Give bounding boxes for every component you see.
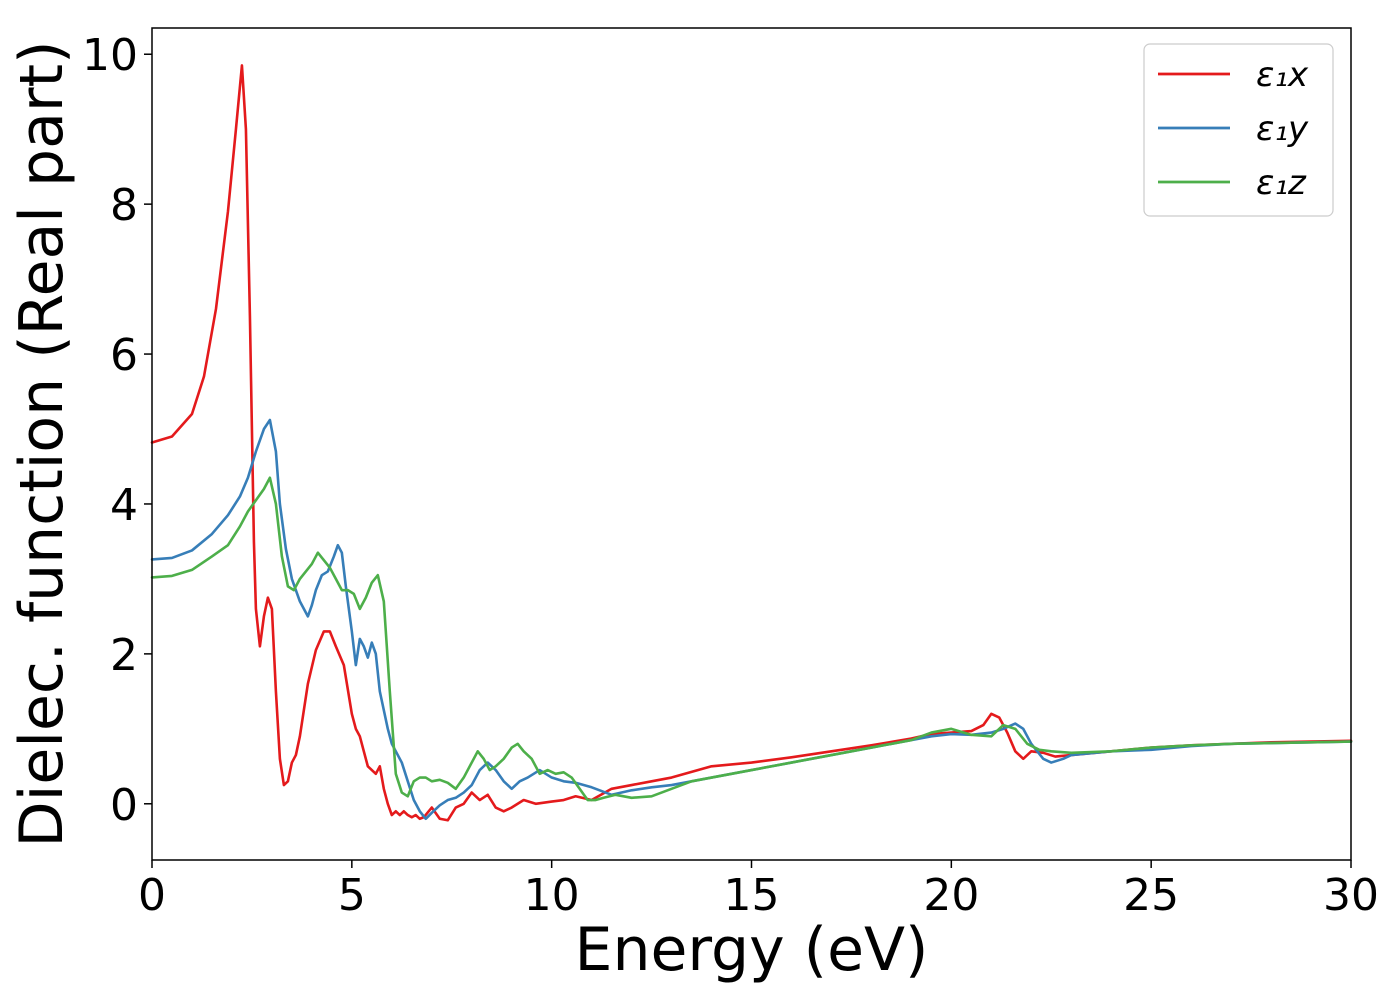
series-line-3 bbox=[150, 476, 1353, 802]
legend: ε₁x ε₁y ε₁z bbox=[1143, 43, 1334, 217]
series-line-2 bbox=[150, 418, 1353, 821]
y-tick-label: 0 bbox=[110, 780, 138, 831]
series-layer bbox=[150, 64, 1353, 822]
x-axis-label: Energy (eV) bbox=[575, 915, 929, 985]
x-tick-label: 15 bbox=[724, 870, 780, 921]
x-tick-label: 25 bbox=[1123, 870, 1179, 921]
legend-box bbox=[1143, 43, 1334, 217]
y-tick-label: 2 bbox=[110, 630, 138, 681]
y-tick-label: 6 bbox=[110, 330, 138, 381]
y-axis-ticks: 0 2 4 6 8 10 bbox=[82, 30, 152, 831]
x-tick-label: 10 bbox=[524, 870, 580, 921]
y-tick-label: 10 bbox=[82, 30, 138, 81]
y-tick-label: 8 bbox=[110, 180, 138, 231]
x-tick-label: 5 bbox=[338, 870, 366, 921]
y-axis-label: Dielec. function (Real part) bbox=[7, 41, 77, 848]
legend-label-2: ε₁y bbox=[1256, 109, 1309, 149]
x-tick-label: 0 bbox=[138, 870, 166, 921]
legend-label-3: ε₁z bbox=[1256, 163, 1307, 203]
x-tick-label: 20 bbox=[923, 870, 979, 921]
y-tick-label: 4 bbox=[110, 480, 138, 531]
legend-label-1: ε₁x bbox=[1256, 55, 1309, 95]
x-tick-label: 30 bbox=[1323, 870, 1379, 921]
x-axis-ticks: 0 5 10 15 20 25 30 bbox=[138, 860, 1379, 921]
